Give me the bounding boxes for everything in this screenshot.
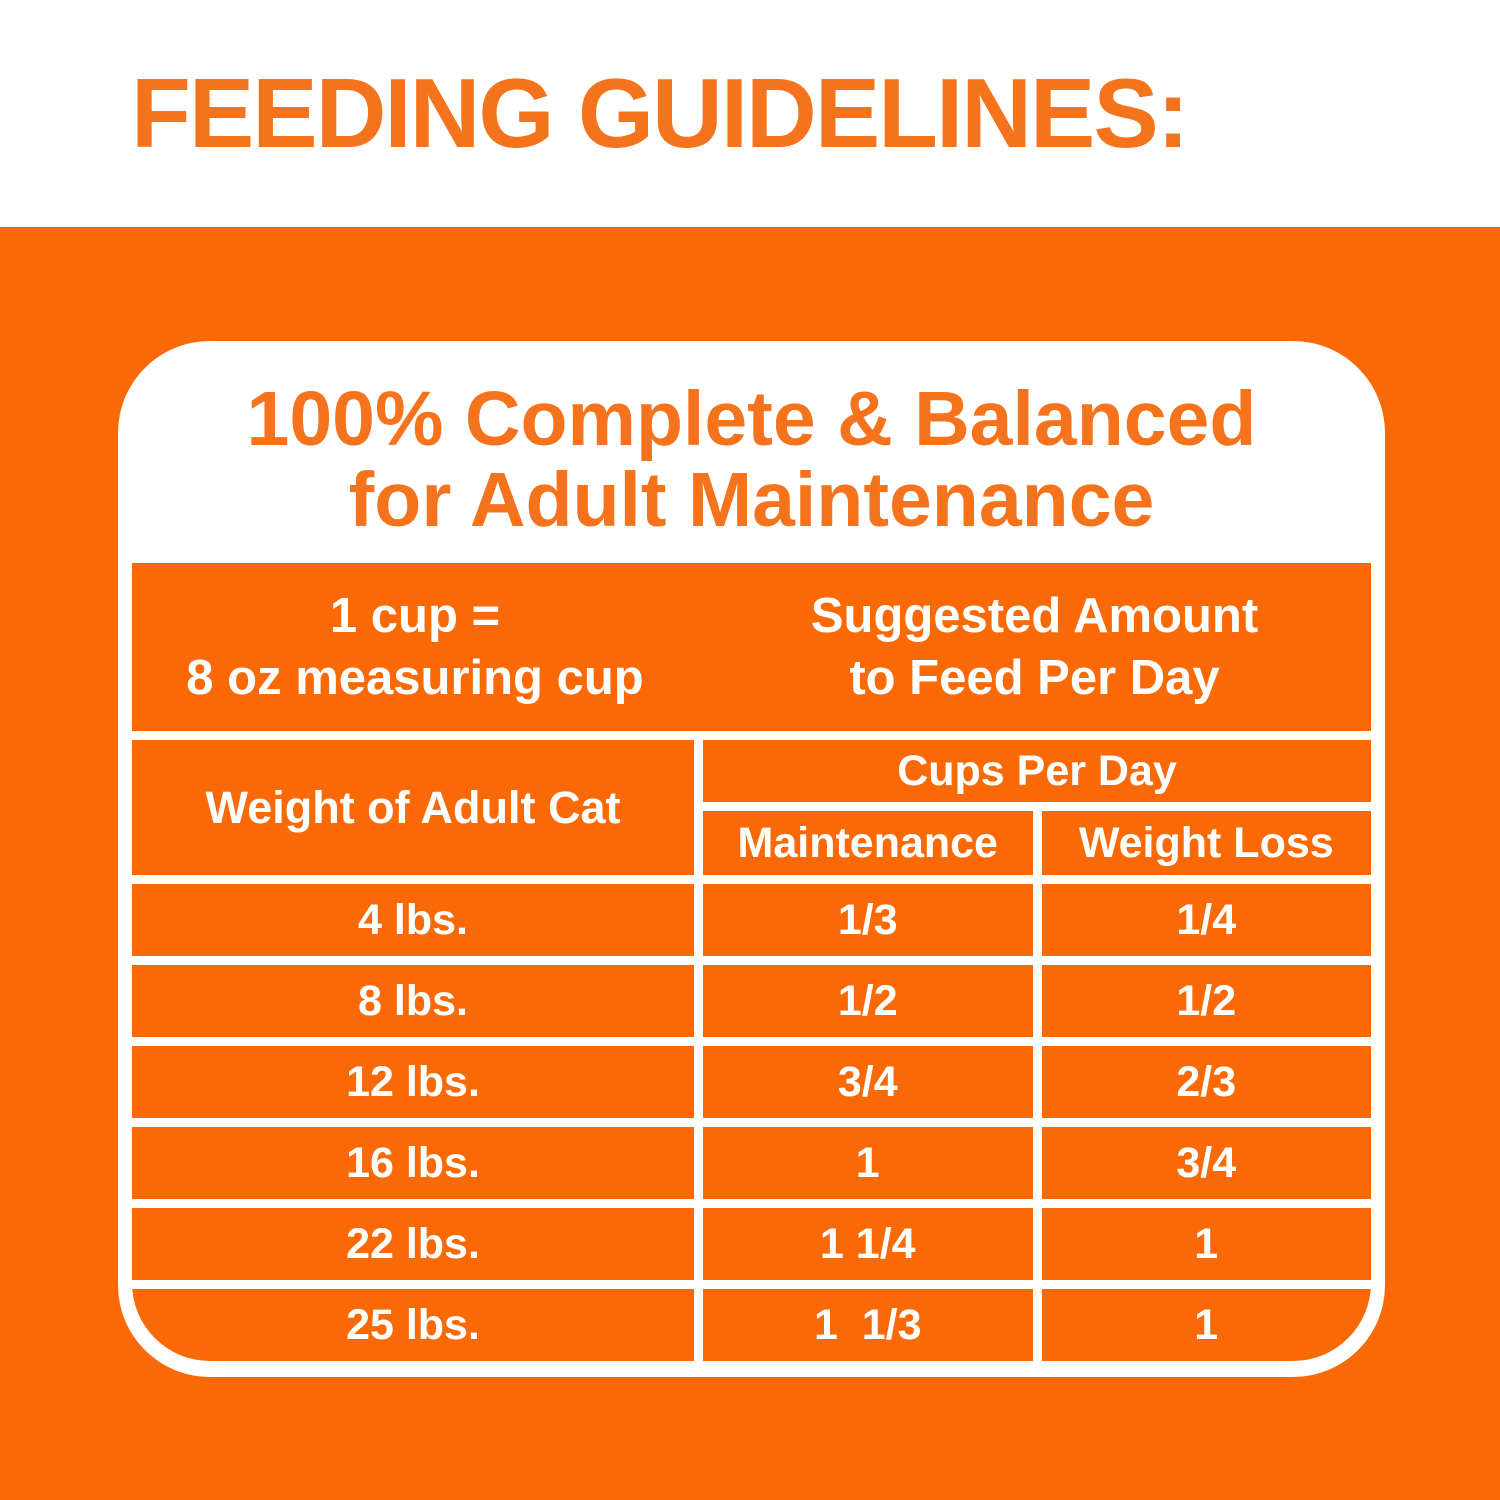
weight-cell: 22 lbs. (132, 1208, 694, 1280)
weight-loss-cell: 2/3 (1041, 1046, 1371, 1118)
weight-loss-cell: 1 (1041, 1289, 1371, 1361)
weight-loss-cell: 1/4 (1041, 884, 1371, 956)
cup-definition-line1: 1 cup = (329, 589, 501, 643)
card-title-line2: for Adult Maintenance (348, 457, 1155, 543)
card-title-line1: 100% Complete & Balanced (246, 376, 1257, 462)
maintenance-column-header: Maintenance (703, 811, 1033, 875)
table-row: 8 lbs. 1/2 1/2 (132, 965, 1371, 1037)
weight-cell: 16 lbs. (132, 1127, 694, 1199)
card-title: 100% Complete & Balanced for Adult Maint… (118, 341, 1385, 563)
weight-loss-cell: 1 (1041, 1208, 1371, 1280)
cup-definition-line2: 8 oz measuring cup (186, 651, 644, 705)
maintenance-cell: 1/3 (703, 884, 1033, 956)
table-row: 4 lbs. 1/3 1/4 (132, 884, 1371, 956)
table-row: 22 lbs. 1 1/4 1 (132, 1208, 1371, 1280)
weight-cell: 4 lbs. (132, 884, 694, 956)
cups-per-day-header: Cups Per Day (703, 740, 1371, 802)
maintenance-cell: 1/2 (703, 965, 1033, 1037)
top-white-band: FEEDING GUIDELINES: (0, 0, 1500, 227)
maintenance-cell: 1 1/3 (703, 1289, 1033, 1361)
suggested-amount-header: Suggested Amount to Feed Per Day (698, 563, 1371, 731)
maintenance-cell: 3/4 (703, 1046, 1033, 1118)
weight-loss-cell: 1/2 (1041, 965, 1371, 1037)
maintenance-cell: 1 (703, 1127, 1033, 1199)
feeding-table: 1 cup = 8 oz measuring cup Suggested Amo… (132, 563, 1371, 1361)
guidelines-card: 100% Complete & Balanced for Adult Maint… (118, 341, 1385, 1377)
weight-column-header: Weight of Adult Cat (132, 740, 694, 875)
suggested-amount-line2: to Feed Per Day (849, 651, 1220, 705)
table-row: 12 lbs. 3/4 2/3 (132, 1046, 1371, 1118)
table-subheader-row: Weight of Adult Cat Cups Per Day Mainten… (132, 740, 1371, 875)
weight-cell: 25 lbs. (132, 1289, 694, 1361)
weight-loss-column-header: Weight Loss (1041, 811, 1371, 875)
weight-loss-cell: 3/4 (1041, 1127, 1371, 1199)
cups-per-day-group: Cups Per Day Maintenance Weight Loss (703, 740, 1371, 875)
cup-definition-header: 1 cup = 8 oz measuring cup (132, 563, 698, 731)
page-title: FEEDING GUIDELINES: (131, 58, 1189, 168)
weight-cell: 12 lbs. (132, 1046, 694, 1118)
maintenance-weightloss-row: Maintenance Weight Loss (703, 811, 1371, 875)
table-row: 16 lbs. 1 3/4 (132, 1127, 1371, 1199)
table-header-band: 1 cup = 8 oz measuring cup Suggested Amo… (132, 563, 1371, 731)
suggested-amount-line1: Suggested Amount (810, 589, 1259, 643)
weight-cell: 8 lbs. (132, 965, 694, 1037)
table-row: 25 lbs. 1 1/3 1 (132, 1289, 1371, 1361)
maintenance-cell: 1 1/4 (703, 1208, 1033, 1280)
